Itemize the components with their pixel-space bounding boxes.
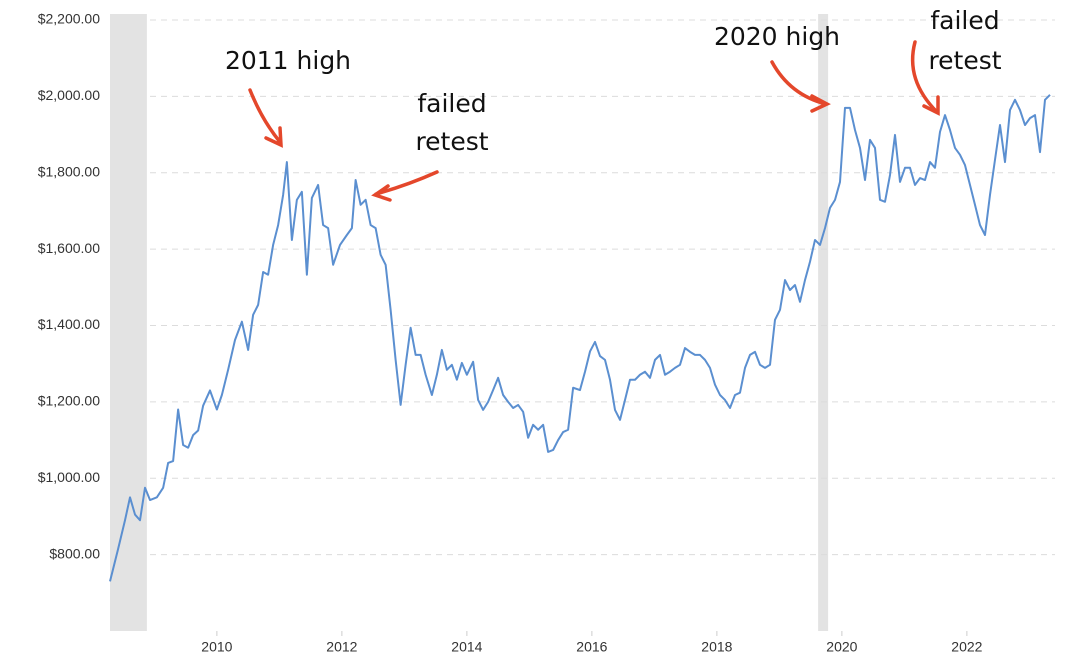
y-tick-label: $800.00: [49, 545, 100, 561]
y-tick-label: $1,400.00: [38, 316, 100, 332]
y-tick-label: $1,800.00: [38, 163, 100, 179]
x-tick-label: 2022: [951, 639, 982, 655]
plot-layer: $800.00 $1,000.00 $1,200.00 $1,400.00 $1,600…: [38, 11, 1051, 655]
y-tick-label: $1,000.00: [38, 469, 100, 485]
annotation: 2020 high: [714, 22, 840, 51]
x-tick-label: 2012: [326, 639, 357, 655]
annotation: failed: [417, 89, 486, 118]
arrow: [770, 60, 831, 113]
shaded-period: [818, 14, 829, 631]
y-tick-label: $2,000.00: [38, 87, 100, 103]
price-line: [109, 94, 1051, 582]
annotation: 2011 high: [225, 46, 351, 75]
x-tick-label: 2020: [826, 639, 857, 655]
x-tick-label: 2010: [201, 639, 232, 655]
annotation: failed: [930, 6, 999, 35]
arrow: [371, 170, 439, 202]
annotation: retest: [928, 46, 1001, 75]
x-tick-label: 2016: [576, 639, 607, 655]
grid-layer: [150, 19, 1055, 556]
shaded-period: [110, 14, 147, 631]
y-tick-label: $1,600.00: [38, 240, 100, 256]
annotations: 2011 high failed retest 2020 high failed…: [225, 6, 1002, 202]
annotation: retest: [415, 127, 488, 156]
x-tick-label: 2018: [701, 639, 732, 655]
y-tick-label: $2,200.00: [38, 11, 100, 27]
arrow: [910, 40, 940, 116]
y-tick-label: $1,200.00: [38, 393, 100, 409]
arrow: [248, 88, 283, 148]
shade-layer: [110, 14, 829, 631]
x-tick-label: 2014: [451, 639, 482, 655]
